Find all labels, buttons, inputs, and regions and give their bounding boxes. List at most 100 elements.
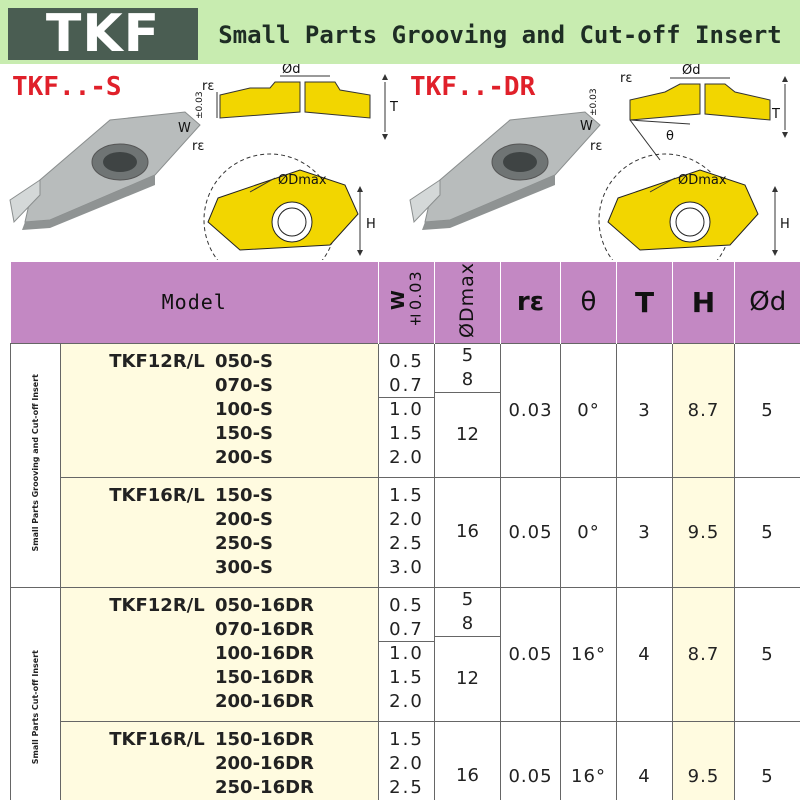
dim-dmax-s: ØDmax	[278, 173, 327, 188]
width-value: 1.0	[389, 399, 424, 421]
d-cell: 5	[734, 720, 800, 800]
top-view-dr: H ØDmax	[598, 153, 790, 260]
insert-photo-s	[9, 111, 201, 230]
variant-label-dr: TKF..-DR	[410, 72, 536, 102]
dim-re2-s: rε	[192, 139, 204, 154]
dim-h-dr: H	[780, 217, 790, 232]
group-label-cell: Small Parts Cut-off Insert	[10, 586, 61, 800]
dmax-value: 8	[461, 368, 474, 390]
insert-photo-dr	[409, 111, 601, 230]
dmax-cell: 5 8 12	[434, 342, 501, 478]
header-dmax: ØDmax	[434, 262, 501, 344]
model-suffix: 050-S	[215, 351, 274, 373]
model-prefix: TKF12R/L	[109, 595, 205, 617]
width-value: 2.0	[389, 509, 424, 531]
theta-cell: 0°	[560, 476, 617, 588]
model-suffix: 250-16DR	[215, 777, 314, 799]
top-view-s: H ØDmax	[203, 153, 376, 260]
model-suffix: 150-S	[215, 485, 274, 507]
theta-cell: 16°	[560, 720, 617, 800]
r-epsilon-cell: 0.05	[500, 586, 561, 722]
dmax-value: 8	[461, 612, 474, 634]
dim-wtol-s: ±0.03	[195, 91, 205, 119]
model-suffix: 200-16DR	[215, 691, 314, 713]
model-suffix: 100-S	[215, 399, 274, 421]
model-suffix: 050-16DR	[215, 595, 314, 617]
r-epsilon-cell: 0.03	[500, 342, 561, 478]
t-cell: 3	[616, 476, 673, 588]
dmax-value: 5	[461, 588, 474, 610]
table-row: Small Parts Grooving and Cut-off Insert T…	[10, 342, 800, 588]
header-h: H	[672, 262, 735, 344]
dim-re-dr: rε	[620, 71, 632, 86]
h-cell: 9.5	[672, 476, 735, 588]
dmax-value: 16	[456, 765, 479, 787]
model-cell: TKF12R/L 050-16DR 070-16DR 100-16DR 150-16DR…	[60, 586, 379, 722]
width-value: 2.5	[389, 533, 424, 555]
header-d: Ød	[734, 262, 800, 344]
header-w: W ±0.03	[378, 262, 435, 344]
width-value: 1.5	[389, 729, 424, 751]
width-value: 1.5	[389, 667, 424, 689]
model-suffix: 200-16DR	[215, 753, 314, 775]
width-value: 1.5	[389, 485, 424, 507]
theta-cell: 16°	[560, 586, 617, 722]
model-cell: TKF16R/L 150-S 200-S 250-S 300-S	[60, 476, 379, 588]
dim-dmax-dr: ØDmax	[678, 173, 727, 188]
header-t: T	[616, 262, 673, 344]
table-header-row: Model W ±0.03 ØDmax rε θ T H Ød	[10, 262, 800, 344]
dim-h-s: H	[366, 217, 376, 232]
title-bar: TKF Small Parts Grooving and Cut-off Ins…	[0, 0, 800, 64]
r-epsilon-cell: 0.05	[500, 476, 561, 588]
model-suffix: 150-S	[215, 423, 274, 445]
cross-section-dr: Ød T rε rε W ±0.03 θ	[580, 64, 788, 161]
header-model: Model	[10, 262, 379, 344]
table-row: Small Parts Cut-off Insert TKF12R/L 050-16…	[10, 586, 800, 800]
width-value: 0.5	[389, 351, 424, 373]
variant-label-s: TKF..-S	[12, 72, 122, 102]
r-epsilon-cell: 0.05	[500, 720, 561, 800]
dim-wtol-dr: ±0.03	[589, 88, 599, 116]
dim-t-s: T	[389, 100, 398, 115]
model-prefix: TKF16R/L	[109, 729, 205, 751]
group-label: Small Parts Cut-off Insert	[31, 649, 40, 765]
model-prefix: TKF16R/L	[109, 485, 205, 507]
width-cell: 0.5 0.7 1.0 1.5 2.0	[378, 586, 435, 722]
width-value: 2.0	[389, 691, 424, 713]
h-cell: 8.7	[672, 342, 735, 478]
dmax-value: 5	[461, 344, 474, 366]
model-suffix: 150-16DR	[215, 667, 314, 689]
dim-d-s: Ød	[282, 64, 300, 77]
model-cell: TKF12R/L 050-S 070-S 100-S 150-S 200-S	[60, 342, 379, 478]
h-cell: 9.5	[672, 720, 735, 800]
dim-d-dr: Ød	[682, 64, 700, 78]
d-cell: 5	[734, 342, 800, 478]
dim-w-s: W	[178, 121, 191, 136]
model-suffix: 100-16DR	[215, 643, 314, 665]
width-value: 0.7	[379, 618, 434, 643]
spec-table: Model W ±0.03 ØDmax rε θ T H Ød Small Pa…	[10, 262, 800, 800]
group-label: Small Parts Grooving and Cut-off Insert	[31, 374, 40, 552]
header-theta: θ	[560, 262, 617, 344]
width-value: 0.7	[379, 374, 434, 399]
table-row: TKF16R/L150-16DR200-16DR250-16DR300-16DR…	[11, 720, 800, 800]
insert-drawings: Ød T rε rε W ±0.03 H ØDmax Ød T r	[9, 64, 790, 260]
width-value: 2.5	[389, 777, 424, 799]
dim-w-dr: W	[580, 119, 593, 134]
theta-cell: 0°	[560, 342, 617, 478]
width-value: 1.0	[389, 643, 424, 665]
h-cell: 8.7	[672, 586, 735, 722]
model-suffix: 070-16DR	[215, 619, 314, 641]
width-value: 0.5	[389, 595, 424, 617]
model-suffix: 200-S	[215, 509, 274, 531]
model-suffix: 200-S	[215, 447, 274, 469]
dim-re2-dr: rε	[590, 139, 602, 154]
width-value: 1.5	[389, 423, 424, 445]
page-title: Small Parts Grooving and Cut-off Insert	[218, 21, 782, 49]
dim-re-s: rε	[202, 79, 214, 94]
dim-theta-dr: θ	[666, 129, 674, 144]
brand-box: TKF	[8, 8, 198, 60]
group-label-cell: Small Parts Grooving and Cut-off Insert	[10, 342, 61, 588]
